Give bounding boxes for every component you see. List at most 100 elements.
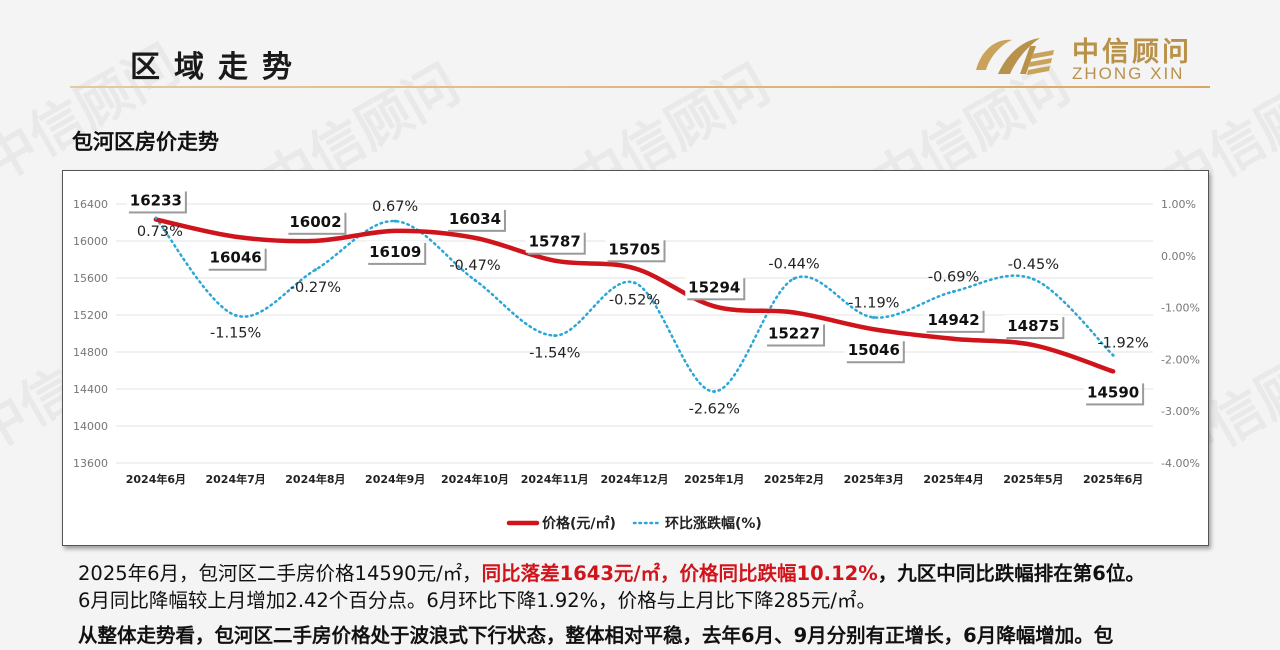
price-data-label: 14875: [1007, 317, 1059, 335]
price-label-box: [206, 246, 265, 269]
mom-data-label: -1.92%: [1097, 335, 1148, 351]
price-point: [472, 235, 477, 240]
y-right-tick-label: -4.00%: [1161, 457, 1200, 470]
y-left-tick-label: 13600: [73, 457, 108, 470]
price-label-box: [605, 238, 664, 261]
y-right-tick-label: -2.00%: [1161, 353, 1200, 366]
x-tick-label: 2025年1月: [684, 472, 744, 486]
price-data-label: 14590: [1087, 383, 1139, 401]
mom-point: [1031, 277, 1035, 281]
price-data-label: 14942: [927, 311, 979, 329]
x-tick-label: 2025年4月: [923, 472, 983, 486]
y-right-tick-label: 1.00%: [1161, 198, 1196, 211]
price-data-label: 16109: [369, 243, 421, 261]
price-point: [632, 266, 637, 271]
price-data-label: 16034: [449, 210, 501, 228]
mom-data-label: -0.44%: [768, 257, 819, 273]
price-point: [871, 327, 876, 332]
mom-point: [712, 390, 716, 394]
price-label-box: [445, 207, 504, 230]
mom-point: [234, 313, 238, 317]
brand-logo: 中信顾问 ZHONG XIN: [968, 28, 1213, 84]
x-tick-label: 2024年6月: [126, 472, 186, 486]
summary-paragraph-2: 6月同比降幅较上月增加2.42个百分点。6月环比下降1.92%，价格与上月比下降…: [78, 589, 876, 612]
mom-point: [393, 219, 397, 223]
price-label-box: [924, 308, 983, 331]
price-label-box: [1084, 381, 1143, 404]
mom-data-label: 0.73%: [137, 224, 183, 240]
mom-point: [473, 278, 477, 282]
x-tick-label: 2024年7月: [206, 472, 266, 486]
y-right-tick-label: 0.00%: [1161, 250, 1196, 263]
mom-data-label: -0.45%: [1008, 257, 1059, 273]
summary-text: 2025年6月，包河区二手房价格14590元/㎡，: [78, 562, 482, 585]
price-point: [951, 336, 956, 341]
price-point: [1111, 369, 1116, 374]
y-left-tick-label: 15200: [73, 309, 108, 322]
price-data-label: 15787: [529, 233, 581, 251]
mom-point: [1111, 353, 1115, 357]
y-left-tick-label: 14000: [73, 420, 108, 433]
price-label-box: [126, 189, 185, 212]
price-label-box: [685, 276, 744, 299]
price-point: [792, 310, 797, 315]
mom-data-label: -0.69%: [928, 270, 979, 286]
price-data-label: 15227: [768, 325, 820, 343]
y-right-tick-label: -1.00%: [1161, 302, 1200, 315]
y-left-tick-label: 15600: [73, 272, 108, 285]
price-point: [712, 304, 717, 309]
price-point: [313, 238, 318, 243]
x-tick-label: 2024年11月: [521, 472, 589, 486]
mom-data-label: -1.54%: [529, 346, 580, 362]
mom-point: [553, 334, 557, 338]
y-left-tick-label: 14800: [73, 346, 108, 359]
price-point: [1031, 343, 1036, 348]
mom-point: [872, 315, 876, 319]
price-data-label: 15046: [848, 341, 900, 359]
summary-paragraph-1: 2025年6月，包河区二手房价格14590元/㎡，同比落差1643元/㎡，价格同…: [78, 560, 1213, 588]
x-tick-label: 2025年3月: [844, 472, 904, 486]
brand-name-cn: 中信顾问: [1072, 37, 1192, 68]
price-label-box: [1004, 315, 1063, 338]
mom-data-label: 0.67%: [372, 199, 418, 215]
summary-text-bold: ，九区中同比跌幅排在第6位。: [877, 562, 1145, 585]
mom-data-label: -0.52%: [609, 293, 660, 309]
mom-point: [792, 277, 796, 281]
y-left-tick-label: 14400: [73, 383, 108, 396]
x-tick-label: 2024年12月: [601, 472, 669, 486]
x-tick-label: 2024年10月: [441, 472, 509, 486]
price-point: [552, 258, 557, 263]
section-title: 包河区房价走势: [72, 130, 219, 154]
mom-data-label: -1.19%: [848, 295, 899, 311]
mom-data-label: -0.47%: [449, 258, 500, 274]
mom-point: [313, 268, 317, 272]
mom-point: [952, 290, 956, 294]
price-data-label: 16046: [210, 249, 262, 267]
legend-price-label: 价格(元/㎡): [542, 515, 616, 532]
mom-data-label: -2.62%: [689, 402, 740, 418]
price-label-box: [844, 339, 903, 362]
header-divider: [70, 86, 1210, 88]
x-tick-label: 2024年9月: [365, 472, 425, 486]
mom-point: [633, 281, 636, 285]
y-left-tick-label: 16400: [73, 198, 108, 211]
summary-paragraph-3: 从整体走势看，包河区二手房价格处于波浪式下行状态，整体相对平稳，去年6月、9月分…: [78, 624, 1114, 647]
price-label-box: [765, 322, 824, 345]
page-title: 区域走势: [130, 50, 306, 85]
price-data-label: 16233: [130, 191, 182, 209]
x-tick-label: 2025年5月: [1003, 472, 1063, 486]
mom-point: [154, 216, 158, 220]
y-left-tick-label: 16000: [73, 235, 108, 248]
price-data-label: 15294: [688, 278, 740, 296]
price-label-box: [286, 210, 345, 233]
mom-data-label: -1.15%: [210, 325, 261, 341]
chart-svg: 13600 14000 14400 14800 15200 15600 16000 16400…: [73, 189, 1200, 532]
price-data-label: 16002: [289, 213, 341, 231]
x-tick-label: 2024年8月: [285, 472, 345, 486]
mom-data-label: -0.27%: [290, 280, 341, 296]
highlight-text: 同比落差1643元/㎡，价格同比跌幅10.12%: [481, 562, 878, 585]
y-right-tick-label: -3.00%: [1161, 405, 1200, 418]
price-point: [233, 234, 238, 239]
legend-mom-label: 环比涨跌幅(%): [665, 515, 762, 532]
price-point: [393, 228, 398, 233]
